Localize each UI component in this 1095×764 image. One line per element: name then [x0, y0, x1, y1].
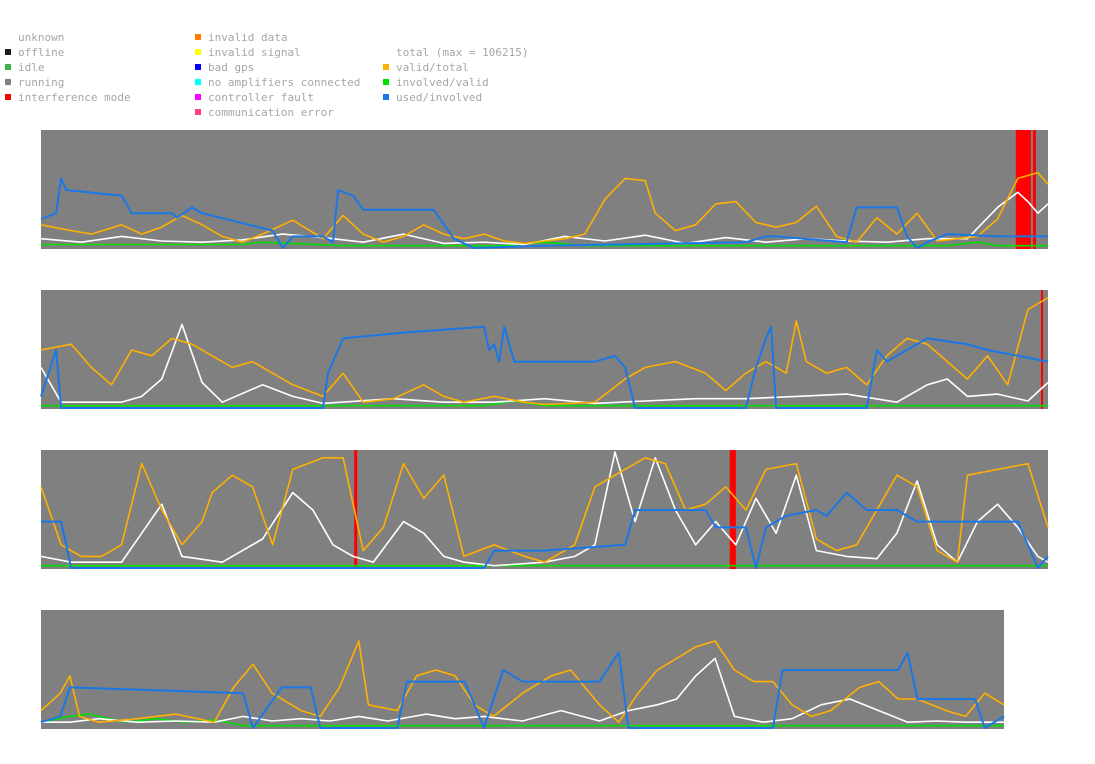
series-line-total: [41, 657, 1004, 724]
legend-label: controller fault: [208, 91, 314, 104]
series-line-valid-total: [40, 640, 1005, 724]
series-line-used-involved: [40, 651, 1005, 729]
legend-label: idle: [18, 61, 45, 74]
legend-swatch: [195, 64, 201, 70]
state-segment-interference-mode: [1040, 290, 1043, 409]
timeline-panel-3: [40, 450, 1049, 569]
legend-swatch: [5, 49, 11, 55]
state-segment-interference-mode: [354, 450, 358, 569]
legend-label: total (max = 106215): [396, 46, 529, 59]
legend-swatch: [5, 94, 11, 100]
legend-label: valid/total: [396, 61, 469, 74]
state-segment-running: [41, 290, 1048, 409]
timeline-panel-1: [40, 130, 1049, 249]
legend-label: interference mode: [18, 91, 131, 104]
legend-swatch: [195, 109, 201, 115]
legend-label: communication error: [208, 106, 334, 119]
legend-label: running: [18, 76, 65, 89]
series-line-total: [40, 191, 1049, 246]
series-line-valid-total: [40, 456, 1049, 564]
series-line-used-involved: [40, 325, 1049, 409]
series-line-valid-total: [40, 297, 1049, 406]
legend-swatch: [383, 64, 389, 70]
state-segment-interference-mode: [729, 450, 736, 569]
series-line-involved-valid: [41, 241, 1048, 247]
legend-label: involved/valid: [396, 76, 489, 89]
series-line-valid-total: [40, 171, 1049, 245]
timeline-panel-2: [40, 290, 1049, 409]
timeline-panel-4: [40, 610, 1005, 729]
legend-swatch: [195, 49, 201, 55]
legend-swatch: [383, 79, 389, 85]
state-segment-running: [41, 130, 1048, 249]
legend-swatch: [5, 79, 11, 85]
state-segment-interference-mode: [1015, 130, 1031, 249]
series-line-used-involved: [40, 177, 1048, 249]
series-line-total: [40, 451, 1049, 567]
legend-swatch: [195, 94, 201, 100]
state-segment-interference-mode: [1032, 130, 1036, 249]
legend-label: bad gps: [208, 61, 255, 74]
legend-swatch: [5, 64, 11, 70]
legend-swatch: [383, 94, 389, 100]
legend-label: unknown: [18, 31, 65, 44]
legend-label: offline: [18, 46, 65, 59]
legend-swatch: [195, 34, 201, 40]
legend-label: used/involved: [396, 91, 483, 104]
legend-label: invalid data: [208, 31, 288, 44]
legend-label: invalid signal: [208, 46, 301, 59]
legend-swatch: [195, 79, 201, 85]
series-line-used-involved: [41, 491, 1049, 569]
legend-label: no amplifiers connected: [208, 76, 361, 89]
